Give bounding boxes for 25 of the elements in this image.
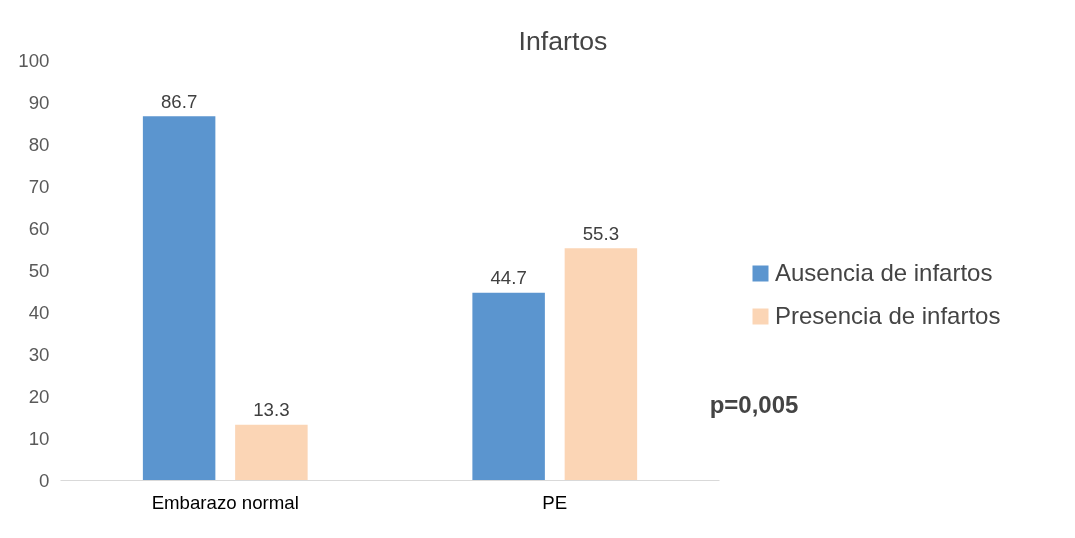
data-label: 55.3: [582, 222, 620, 244]
y-tick-label: 80: [28, 134, 50, 155]
data-label: 86.7: [160, 90, 198, 112]
y-tick-label: 70: [28, 176, 50, 197]
y-tick-label: 30: [28, 344, 50, 365]
y-tick-label: 0: [39, 470, 50, 491]
bar: [142, 116, 216, 481]
chart-title: Infartos: [518, 25, 608, 56]
y-tick-label: 40: [28, 302, 50, 323]
annotation: p=0,005: [709, 390, 799, 418]
y-tick-label: 50: [28, 260, 50, 281]
data-label: 13.3: [253, 399, 290, 421]
y-tick-label: 60: [28, 218, 50, 239]
data-label: 44.7: [490, 267, 527, 289]
legend-label: Ausencia de infartos: [775, 259, 993, 287]
bar: [472, 292, 545, 481]
bar: [235, 424, 308, 481]
y-tick-label: 100: [18, 50, 50, 71]
x-tick-label: PE: [542, 491, 568, 513]
legend-label: Presencia de infartos: [775, 302, 1001, 330]
y-tick-label: 20: [28, 386, 50, 407]
x-tick-label: Embarazo normal: [151, 491, 299, 513]
y-tick-label: 90: [28, 92, 50, 113]
y-tick-label: 10: [28, 428, 50, 449]
bar: [564, 248, 638, 481]
